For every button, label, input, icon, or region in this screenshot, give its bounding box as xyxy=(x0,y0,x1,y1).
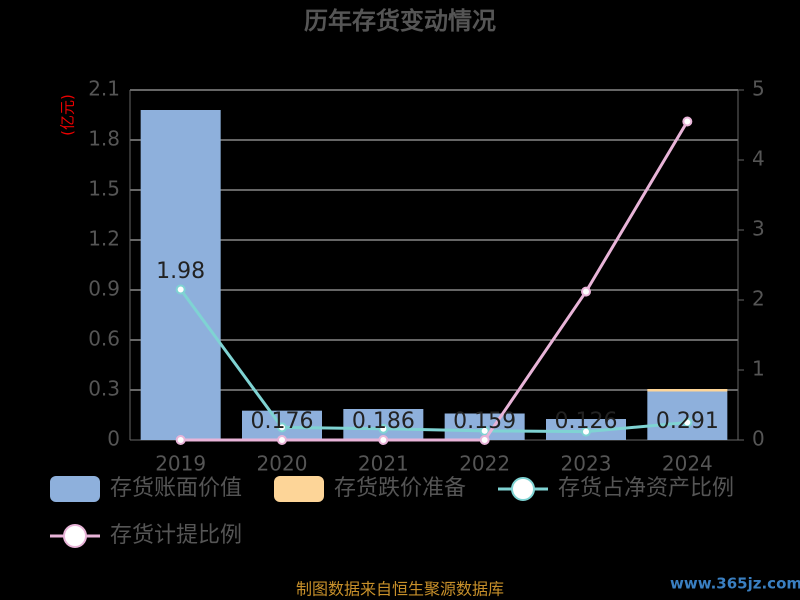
legend-swatch xyxy=(50,476,100,502)
line-marker xyxy=(277,422,287,433)
line-marker xyxy=(479,435,490,445)
x-tick-label: 2020 xyxy=(257,452,308,476)
line-marker xyxy=(175,284,186,295)
watermark: www.365jz.com xyxy=(670,575,800,593)
y-axis-label: (亿元) xyxy=(59,94,77,136)
line xyxy=(180,120,689,442)
line-marker xyxy=(378,423,389,434)
line-marker xyxy=(277,435,287,445)
legend-label: 存货账面价值 xyxy=(110,476,242,501)
x-tick-label: 2019 xyxy=(155,452,206,476)
x-tick-label: 2024 xyxy=(662,452,713,476)
y2-tick-label: 1 xyxy=(752,357,765,381)
line-marker xyxy=(581,286,591,297)
y2-tick-label: 2 xyxy=(752,287,765,311)
legend-label: 存货计提比例 xyxy=(110,523,242,548)
y2-tick-label: 0 xyxy=(752,427,765,451)
line-marker xyxy=(378,435,389,445)
data-label: 0.186 xyxy=(352,409,415,434)
y-tick-label: 0.9 xyxy=(88,277,120,301)
y-tick-label: 0.3 xyxy=(88,377,120,401)
legend-marker xyxy=(63,524,87,548)
data-label: 1.98 xyxy=(156,259,205,284)
line-marker xyxy=(175,435,186,445)
bar xyxy=(647,389,728,392)
legend-swatch xyxy=(274,476,324,502)
line-marker xyxy=(682,417,693,428)
y-tick-label: 0 xyxy=(107,427,120,451)
data-label: 0.291 xyxy=(656,409,719,434)
data-label: 0.176 xyxy=(251,409,314,434)
y2-tick-label: 3 xyxy=(752,217,765,241)
x-tick-label: 2022 xyxy=(459,452,510,476)
chart-title: 历年存货变动情况 xyxy=(304,7,496,35)
y-tick-label: 1.2 xyxy=(88,227,120,251)
data-label: 0.126 xyxy=(555,409,618,434)
legend-label: 存货跌价准备 xyxy=(334,476,466,501)
line-marker xyxy=(479,425,490,436)
y2-tick-label: 4 xyxy=(752,147,765,171)
bar xyxy=(140,110,221,440)
y-tick-label: 1.8 xyxy=(88,127,120,151)
line-marker xyxy=(682,116,693,127)
legend-label: 存货占净资产比例 xyxy=(558,476,734,501)
legend-marker xyxy=(511,477,535,501)
line xyxy=(179,288,688,434)
x-tick-label: 2021 xyxy=(358,452,409,476)
y-tick-label: 2.1 xyxy=(88,77,120,101)
y-tick-label: 0.6 xyxy=(88,327,120,351)
line-marker xyxy=(581,426,591,437)
y-tick-label: 1.5 xyxy=(88,177,120,201)
y2-tick-label: 5 xyxy=(752,77,765,101)
data-label: 0.159 xyxy=(453,409,516,434)
x-tick-label: 2023 xyxy=(561,452,612,476)
bar xyxy=(647,391,728,440)
source: 制图数据来自恒生聚源数据库 xyxy=(296,580,504,599)
